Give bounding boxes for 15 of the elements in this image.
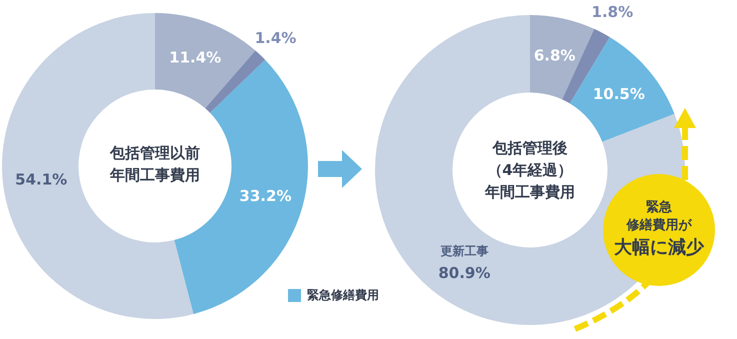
data-label: 10.5%: [592, 84, 645, 103]
data-label: 80.9%: [438, 264, 490, 282]
data-label: 6.8%: [534, 46, 576, 64]
slice-label: 更新工事: [440, 244, 488, 258]
data-label: 1.4%: [254, 28, 296, 47]
text: 大幅に減少: [614, 236, 704, 260]
data-label: 33.2%: [239, 187, 292, 206]
text: 包括管理以前年間工事費用: [109, 142, 201, 186]
data-label: 54.1%: [15, 170, 68, 188]
text: 修繕費用が: [626, 217, 692, 235]
legend-label: 緊急修繕費用: [307, 287, 379, 304]
text: 包括管理後（4年経過）年間工事費用: [484, 138, 576, 202]
text: 緊急: [646, 199, 672, 217]
data-label: 1.8%: [592, 3, 634, 22]
data-label: 11.4%: [169, 48, 222, 66]
